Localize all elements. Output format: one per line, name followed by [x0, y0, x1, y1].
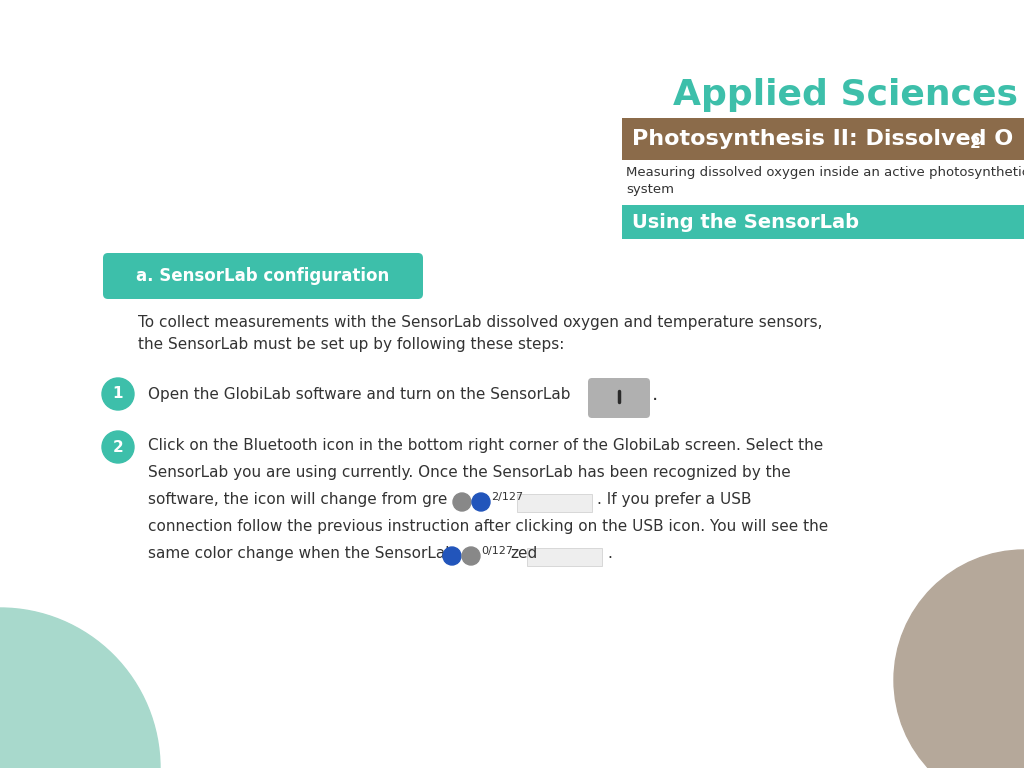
Text: Click on the Bluetooth icon in the bottom right corner of the GlobiLab screen. S: Click on the Bluetooth icon in the botto…: [148, 438, 823, 453]
FancyBboxPatch shape: [517, 494, 592, 512]
Text: 1: 1: [113, 386, 123, 402]
Text: Applied Sciences: Applied Sciences: [673, 78, 1018, 112]
Text: Open the GlobiLab software and turn on the SensorLab: Open the GlobiLab software and turn on t…: [148, 386, 570, 402]
Text: connection follow the previous instruction after clicking on the USB icon. You w: connection follow the previous instructi…: [148, 519, 828, 534]
FancyBboxPatch shape: [527, 548, 602, 566]
Text: To collect measurements with the SensorLab dissolved oxygen and temperature sens: To collect measurements with the SensorL…: [138, 315, 822, 353]
Text: 2: 2: [113, 439, 123, 455]
Circle shape: [472, 493, 490, 511]
Text: Using the SensorLab: Using the SensorLab: [632, 213, 859, 231]
Circle shape: [462, 547, 480, 565]
Circle shape: [102, 378, 134, 410]
Text: .: .: [652, 385, 658, 403]
Text: same color change when the SensorLab: same color change when the SensorLab: [148, 546, 455, 561]
FancyBboxPatch shape: [103, 253, 423, 299]
Text: .: .: [607, 546, 612, 561]
Text: a. SensorLab configuration: a. SensorLab configuration: [136, 267, 389, 285]
Circle shape: [443, 547, 461, 565]
Circle shape: [0, 608, 160, 768]
Text: 2/127: 2/127: [490, 492, 523, 502]
Text: 0/127: 0/127: [481, 546, 513, 556]
Text: zed: zed: [510, 546, 538, 561]
FancyBboxPatch shape: [622, 205, 1024, 239]
Circle shape: [894, 550, 1024, 768]
Text: Measuring dissolved oxygen inside an active photosynthetic
system: Measuring dissolved oxygen inside an act…: [626, 166, 1024, 196]
Text: Photosynthesis II: Dissolved O: Photosynthesis II: Dissolved O: [632, 129, 1014, 149]
Text: 2: 2: [970, 137, 981, 151]
Circle shape: [453, 493, 471, 511]
Text: software, the icon will change from gre: software, the icon will change from gre: [148, 492, 447, 507]
Circle shape: [102, 431, 134, 463]
FancyBboxPatch shape: [622, 118, 1024, 160]
Text: SensorLab you are using currently. Once the SensorLab has been recognized by the: SensorLab you are using currently. Once …: [148, 465, 791, 480]
FancyBboxPatch shape: [588, 378, 650, 418]
Text: . If you prefer a USB: . If you prefer a USB: [597, 492, 752, 507]
